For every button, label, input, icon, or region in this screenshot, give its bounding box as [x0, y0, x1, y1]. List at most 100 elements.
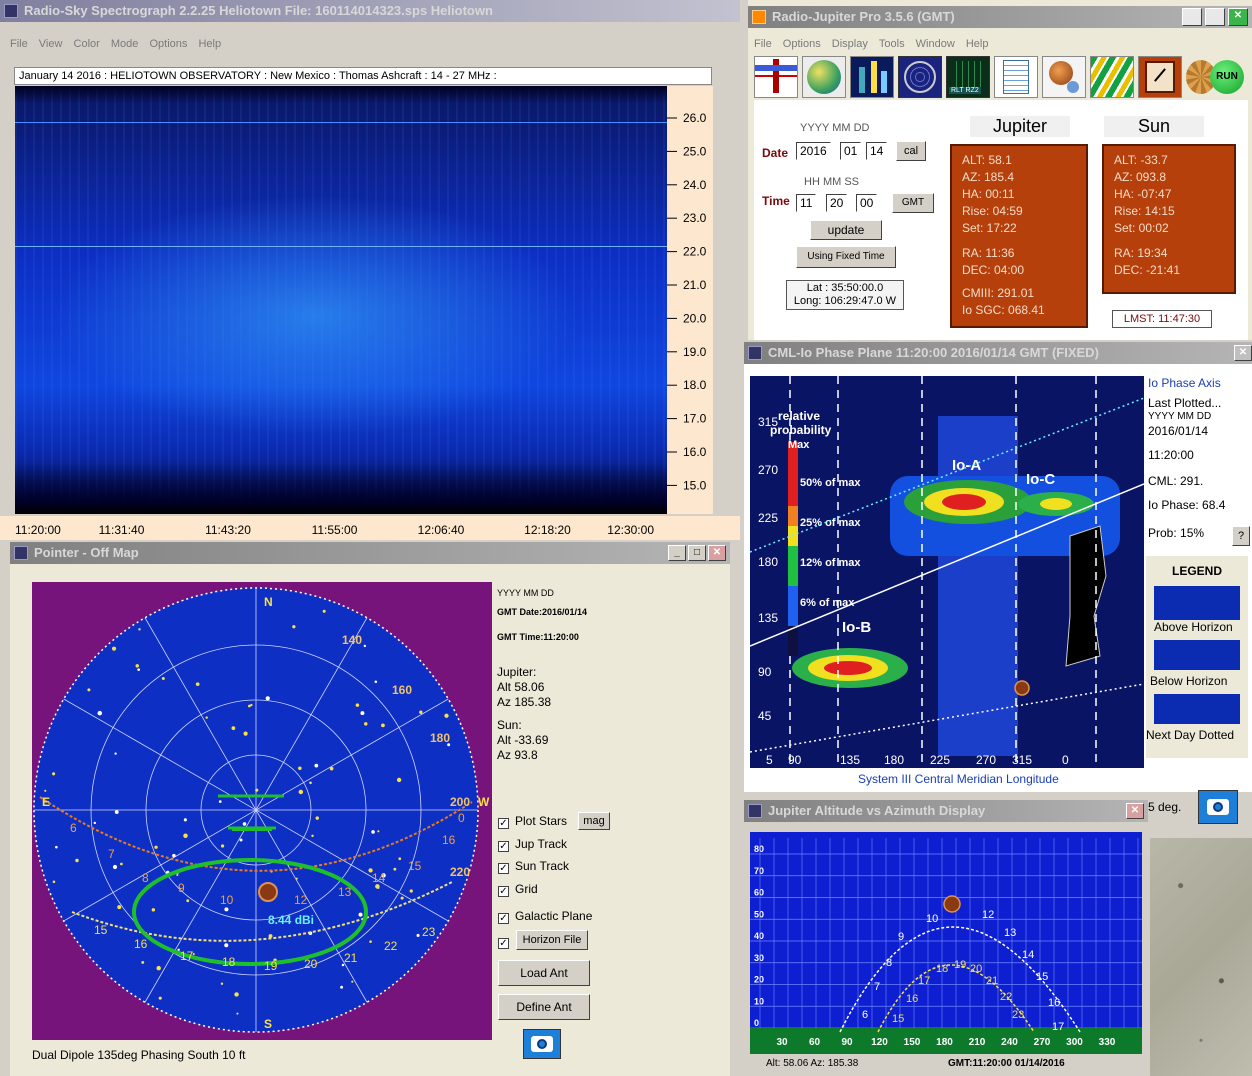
menu-color[interactable]: Color — [73, 38, 100, 50]
sun-hour-label: 17 — [180, 949, 194, 963]
cml-titlebar[interactable]: CML-Io Phase Plane 11:20:00 2016/01/14 G… — [744, 342, 1252, 364]
clock-tool-icon[interactable] — [1138, 56, 1182, 98]
pointer-tool-icon[interactable] — [754, 56, 798, 98]
radar-tool-icon[interactable] — [898, 56, 942, 98]
rjp-titlebar[interactable]: Radio-Jupiter Pro 3.5.6 (GMT) ✕ — [748, 6, 1252, 28]
star — [265, 696, 270, 701]
gmt-button[interactable]: GMT — [892, 193, 934, 213]
star — [218, 800, 222, 803]
side-camera-button[interactable] — [1198, 790, 1238, 824]
cml-y-tick: 135 — [758, 611, 778, 625]
menu-display[interactable]: Display — [831, 38, 868, 50]
east-label: E — [42, 795, 50, 809]
legend-50: 50% of max — [800, 477, 861, 489]
star — [151, 908, 156, 912]
mag-button[interactable]: mag — [578, 812, 610, 830]
stripes-tool-icon[interactable] — [1090, 56, 1134, 98]
menu-file[interactable]: File — [10, 38, 28, 50]
rjp-minimize-button[interactable] — [1182, 8, 1202, 26]
cml-x-tick: 270 — [976, 753, 996, 767]
star — [248, 704, 251, 708]
azimuth-line — [63, 698, 449, 922]
hour-field[interactable]: 11 — [796, 194, 817, 212]
sun-altaz-hour: 19 — [954, 959, 966, 971]
jupiter-altaz-hour: 10 — [926, 913, 938, 925]
plot-stars-checkbox[interactable]: ✓ Plot Stars — [498, 814, 568, 829]
camera-button[interactable] — [523, 1029, 561, 1059]
update-button[interactable]: update — [810, 220, 882, 240]
run-button[interactable]: RUN — [1210, 60, 1244, 94]
spectrograph-titlebar[interactable]: Radio-Sky Spectrograph 2.2.25 Heliotown … — [0, 0, 740, 22]
sun-altaz-track — [877, 964, 1035, 1033]
menu-options[interactable]: Options — [149, 38, 188, 50]
spectrum-tool-icon[interactable] — [850, 56, 894, 98]
sun-altaz-hour: 17 — [918, 975, 930, 987]
altaz-y-tick: 70 — [754, 866, 764, 876]
menu-help[interactable]: Help — [198, 38, 222, 50]
notepad-tool-icon[interactable] — [994, 56, 1038, 98]
star — [381, 723, 385, 728]
minute-field[interactable]: 20 — [826, 194, 848, 212]
horizon-checkbox[interactable]: ✓ — [498, 938, 509, 949]
pointer-info: YYYY MM DD GMT Date:2016/01/14 GMT Time:… — [497, 586, 617, 763]
spectrogram-line-upper — [15, 122, 667, 123]
menu-file[interactable]: File — [754, 38, 772, 50]
freq-tick-label: 25.0 — [683, 144, 707, 158]
jupiter-info-panel: ALT: 58.1 AZ: 185.4 HA: 00:11 Rise: 04:5… — [950, 144, 1088, 328]
cml-y-tick: 180 — [758, 555, 778, 569]
star — [340, 985, 344, 989]
rjp-maximize-button[interactable] — [1205, 8, 1225, 26]
menu-view[interactable]: View — [38, 38, 63, 50]
star — [75, 858, 79, 863]
pointer-titlebar[interactable]: Pointer - Off Map _ □ ✕ — [10, 542, 730, 564]
second-field[interactable]: 00 — [856, 194, 878, 212]
sun-track-checkbox[interactable]: ✓ Sun Track — [498, 859, 570, 874]
star — [172, 853, 176, 858]
legend-6: 6% of max — [800, 597, 855, 609]
settings-gear-icon[interactable] — [1186, 56, 1216, 98]
cml-y-tick: 270 — [758, 463, 778, 477]
minimize-button[interactable]: _ — [668, 545, 686, 561]
date-label: Date — [762, 146, 789, 160]
menu-options[interactable]: Options — [782, 38, 821, 50]
cml-close-button[interactable]: ✕ — [1234, 345, 1252, 361]
star — [93, 821, 97, 825]
maximize-button[interactable]: □ — [688, 545, 706, 561]
menu-help[interactable]: Help — [965, 38, 989, 50]
menu-tools[interactable]: Tools — [878, 38, 905, 50]
pointer-app-icon — [14, 546, 28, 560]
rt-tool-icon[interactable]: RLT RZ2 — [946, 56, 990, 98]
menu-window[interactable]: Window — [915, 38, 955, 50]
year-field[interactable]: 2016 — [796, 142, 831, 160]
freq-tick-label: 17.0 — [683, 412, 707, 426]
jupiter-marker — [258, 882, 278, 902]
day-field[interactable]: 14 — [866, 142, 888, 160]
define-ant-button[interactable]: Define Ant — [498, 994, 590, 1020]
horizon-file-button[interactable]: Horizon File — [516, 930, 588, 950]
time-tick-label: 12:18:20 — [524, 523, 571, 537]
close-button[interactable]: ✕ — [708, 545, 726, 561]
fixed-time-button[interactable]: Using Fixed Time — [796, 246, 896, 268]
menu-mode[interactable]: Mode — [110, 38, 139, 50]
month-field[interactable]: 01 — [840, 142, 862, 160]
altaz-titlebar[interactable]: Jupiter Altitude vs Azimuth Display ✕ — [744, 800, 1148, 822]
star — [239, 838, 243, 842]
galactic-plane-checkbox[interactable]: ✓ Galactic Plane — [498, 909, 593, 924]
rjp-close-button[interactable]: ✕ — [1228, 8, 1248, 26]
altaz-close-button[interactable]: ✕ — [1126, 803, 1144, 819]
last-plotted: Last Plotted... — [1148, 396, 1222, 410]
sun-altaz-hour: 21 — [986, 975, 998, 987]
grid-checkbox[interactable]: ✓ Grid — [498, 882, 538, 897]
cal-button[interactable]: cal — [896, 141, 926, 161]
freq-axis-svg: 26.0 25.0 24.0 23.0 22.0 21.0 20.0 19.0 18.0 17.0… — [667, 111, 707, 492]
jup-track-checkbox[interactable]: ✓ Jup Track — [498, 837, 568, 852]
help-button[interactable]: ? — [1232, 526, 1250, 546]
planet-tool-icon[interactable] — [1042, 56, 1086, 98]
altaz-x-tick: 90 — [841, 1037, 853, 1048]
globe-tool-icon[interactable] — [802, 56, 846, 98]
load-ant-button[interactable]: Load Ant — [498, 960, 590, 986]
star — [161, 676, 165, 680]
altaz-x-tick: 240 — [1001, 1037, 1018, 1048]
time-tick-label: 11:55:00 — [312, 523, 358, 537]
star — [364, 722, 368, 726]
